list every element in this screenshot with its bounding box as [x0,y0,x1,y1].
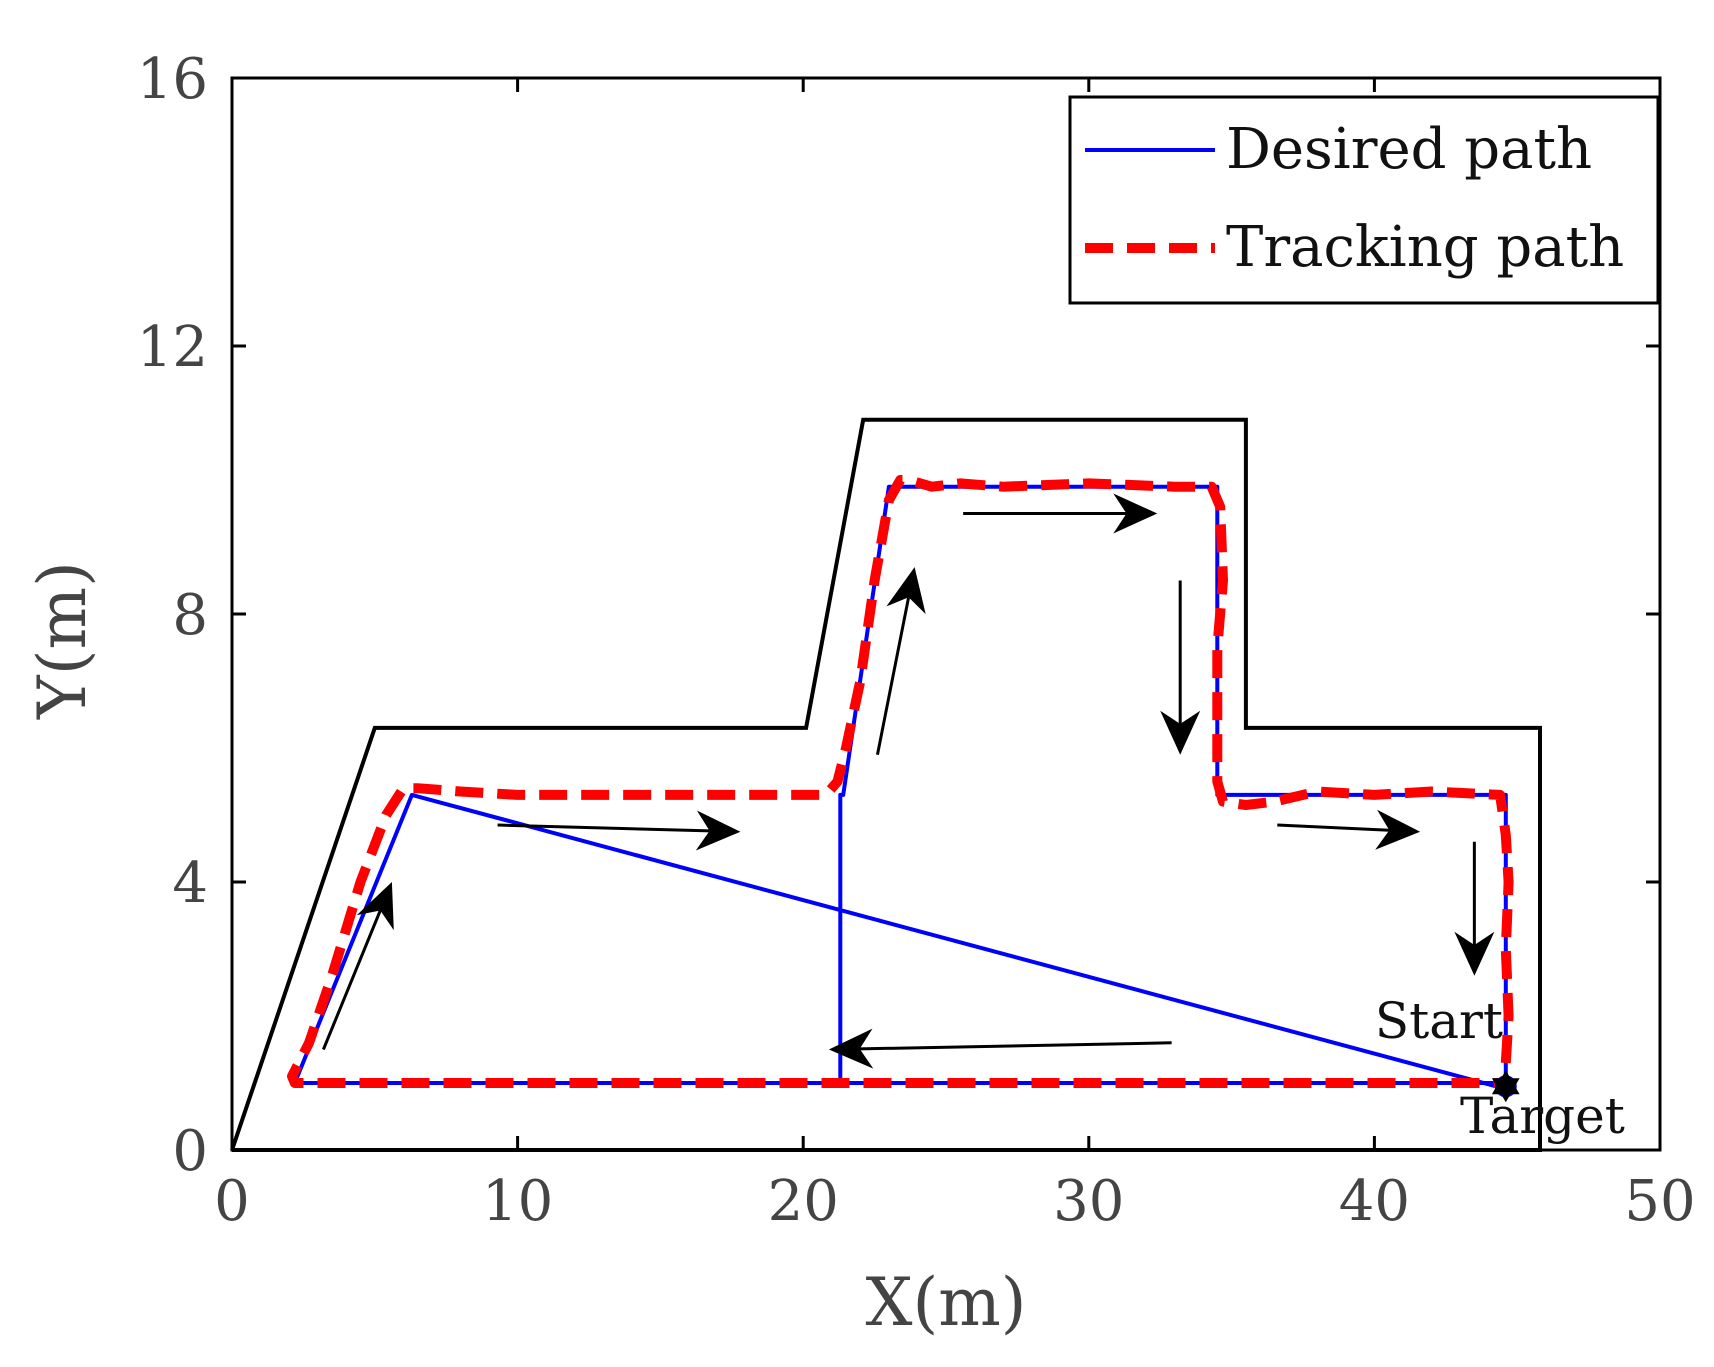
direction-arrow-8 [828,1028,1172,1069]
direction-arrow-4 [963,493,1158,534]
target-label: Target [1460,1087,1625,1145]
x-tick-label: 20 [768,1169,839,1234]
y-tick-label: 0 [172,1119,208,1184]
target-marker-triangle-down [1491,1078,1520,1103]
tracking-path-line [287,475,1514,1088]
x-tick-label: 30 [1053,1169,1124,1234]
direction-arrow-2 [497,810,741,851]
direction-arrow-head [1375,809,1421,850]
boundary-layer [230,417,1542,1152]
x-tick-label: 50 [1624,1169,1695,1234]
markers-layer [1491,1070,1520,1103]
x-axis-label: X(m) [865,1264,1026,1341]
direction-arrow-head [695,810,741,851]
x-tick-label: 10 [482,1169,553,1234]
tick-labels-layer: 0 10 20 30 40 50 0 4 8 12 16 [137,47,1696,1234]
legend-box [1068,95,1660,305]
y-tick-label: 16 [137,47,208,112]
axes-layer [230,76,1662,1152]
y-tick-label: 4 [172,851,208,916]
direction-arrow-head [1454,931,1495,976]
x-tick-label: 40 [1339,1169,1410,1234]
direction-arrow-3 [875,567,926,755]
direction-arrow-7 [1454,841,1495,976]
direction-arrow-head [1113,493,1158,534]
direction-arrow-shaft [1277,823,1390,832]
direction-arrow-head [356,882,394,931]
tracking-path-layer [287,475,1514,1088]
direction-arrow-shaft [875,597,911,755]
legend-desired-label: Desired path [1226,117,1592,182]
target-marker [1491,1070,1520,1103]
y-axis-label: Y(m) [24,561,101,720]
start-label: Start [1375,992,1503,1050]
x-tick-label: 0 [214,1169,250,1234]
y-tick-label: 12 [137,315,208,380]
direction-arrow-shaft [322,909,382,1051]
y-tick-label: 8 [172,583,208,648]
direction-arrow-head [828,1028,874,1069]
direction-arrow-head [1160,710,1201,755]
legend-tracking-label: Tracking path [1226,215,1624,280]
direction-arrow-5 [1160,580,1201,755]
direction-arrows-layer [322,493,1495,1069]
direction-arrow-shaft [497,823,710,833]
direction-arrow-shaft [859,1041,1172,1051]
direction-arrow-head [886,567,926,615]
boundary-line [230,417,1542,1152]
direction-arrow-1 [322,882,394,1051]
direction-arrow-6 [1277,809,1421,850]
legend: Desired path Tracking path [1068,95,1660,305]
